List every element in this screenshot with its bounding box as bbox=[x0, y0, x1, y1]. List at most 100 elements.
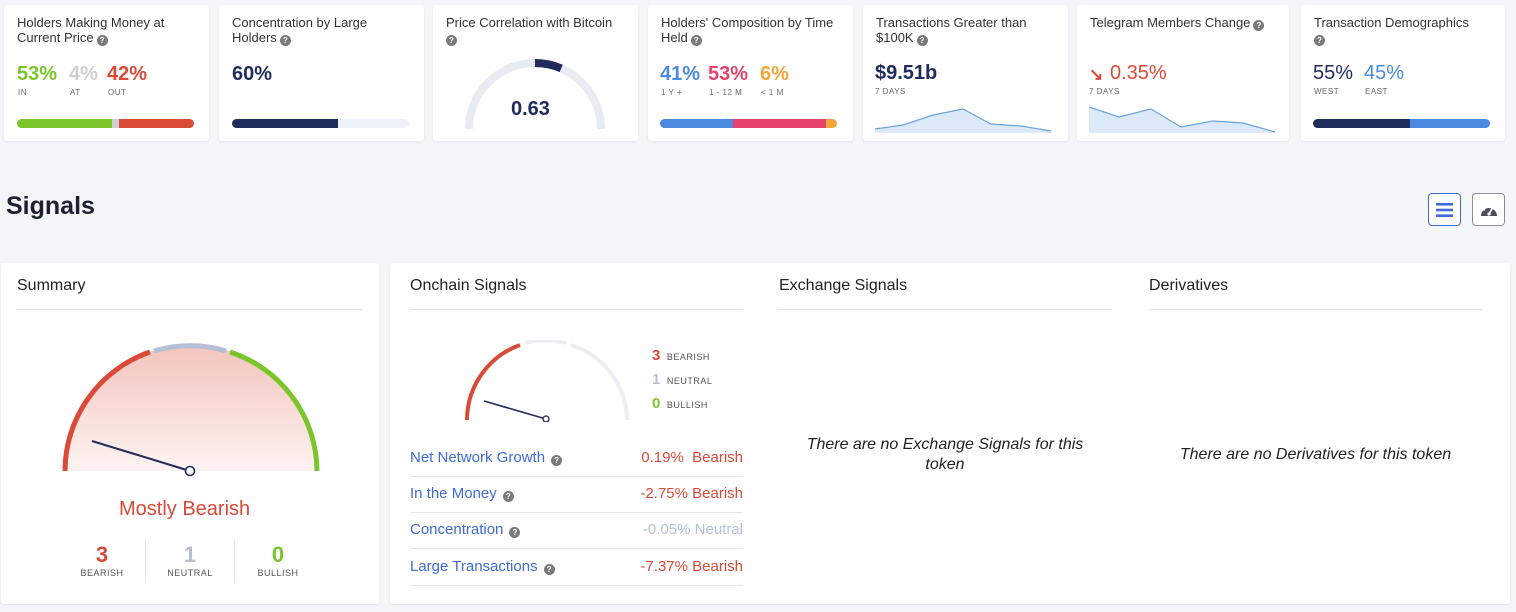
arrow-down-right-icon: ↘ bbox=[1089, 65, 1104, 84]
help-icon[interactable]: ? bbox=[916, 35, 928, 46]
in-at-out-bar bbox=[17, 119, 194, 128]
gauge-icon bbox=[1480, 205, 1497, 216]
in-percent: 53% bbox=[17, 63, 58, 85]
mid-term-percent: 53% bbox=[708, 63, 749, 85]
derivatives-title: Derivatives bbox=[1149, 277, 1229, 294]
list-view-button[interactable] bbox=[1428, 193, 1461, 226]
in-segment bbox=[17, 119, 112, 128]
out-segment bbox=[118, 119, 194, 128]
help-icon[interactable]: ? bbox=[509, 527, 521, 538]
signal-value: -7.37% bbox=[640, 558, 688, 575]
summary-bullish-count: 0 BULLISH bbox=[257, 542, 299, 578]
short-term-segment bbox=[826, 119, 837, 128]
at-segment bbox=[111, 119, 119, 128]
summary-verdict: Mostly Bearish bbox=[119, 498, 251, 520]
east-percent: 45% bbox=[1364, 62, 1405, 84]
help-icon[interactable]: ? bbox=[446, 35, 457, 46]
card-title: Holders' Composition by Time Held bbox=[661, 15, 834, 45]
signal-verdict: Bearish bbox=[692, 449, 743, 466]
short-term-percent: 6% bbox=[760, 63, 789, 85]
help-icon[interactable]: ? bbox=[690, 35, 702, 46]
help-icon[interactable]: ? bbox=[1253, 20, 1265, 31]
west-label: WEST bbox=[1314, 87, 1340, 96]
west-east-bar bbox=[1313, 119, 1490, 128]
card-title: Holders Making Money at Current Price bbox=[17, 15, 165, 45]
card-title: Concentration by Large Holders bbox=[232, 15, 368, 45]
signal-name[interactable]: Net Network Growth bbox=[410, 449, 546, 466]
summary-gauge bbox=[62, 343, 320, 477]
onchain-neutral-legend: 1 NEUTRAL bbox=[652, 371, 713, 388]
card-telegram-members: Telegram Members Change? ↘ 0.35% 7 DAYS bbox=[1077, 5, 1289, 141]
card-transaction-demographics: Transaction Demographics? 55% 45% WEST E… bbox=[1301, 5, 1505, 141]
correlation-gauge bbox=[465, 58, 605, 130]
exchange-signals-title: Exchange Signals bbox=[779, 277, 908, 294]
onchain-bearish-legend: 3 BEARISH bbox=[652, 347, 710, 364]
gauge-view-button[interactable] bbox=[1472, 193, 1505, 226]
list-icon bbox=[1436, 202, 1453, 217]
card-title: Telegram Members Change bbox=[1090, 15, 1251, 30]
card-holders-making-money: Holders Making Money at Current Price? 5… bbox=[4, 5, 209, 141]
signals-heading: Signals bbox=[6, 192, 95, 220]
signal-value: -0.05% bbox=[642, 521, 691, 538]
signal-name[interactable]: Large Transactions bbox=[410, 558, 538, 575]
signal-verdict: Bearish bbox=[692, 558, 743, 575]
concentration-fill bbox=[232, 119, 339, 128]
transactions-period: 7 DAYS bbox=[875, 87, 906, 96]
signal-name[interactable]: Concentration bbox=[410, 521, 504, 538]
in-label: IN bbox=[18, 88, 27, 97]
long-term-segment bbox=[660, 119, 733, 128]
signal-row[interactable]: In the Money? -2.75% Bearish bbox=[410, 477, 743, 513]
card-title: Transactions Greater than $100K bbox=[876, 15, 1027, 45]
signal-value: 0.19% bbox=[641, 449, 684, 466]
east-label: EAST bbox=[1365, 87, 1388, 96]
help-icon[interactable]: ? bbox=[502, 491, 514, 502]
help-icon[interactable]: ? bbox=[1314, 35, 1325, 46]
card-holders-composition: Holders' Composition by Time Held? 41% 5… bbox=[648, 5, 853, 141]
derivatives-empty-message: There are no Derivatives for this token bbox=[1179, 446, 1452, 463]
help-icon[interactable]: ? bbox=[543, 564, 555, 575]
signal-verdict: Neutral bbox=[694, 521, 743, 538]
long-term-label: 1 Y + bbox=[661, 88, 683, 97]
transactions-sparkline bbox=[875, 108, 1051, 133]
long-term-percent: 41% bbox=[660, 63, 701, 85]
divider bbox=[234, 540, 235, 582]
summary-bearish-count: 3 BEARISH bbox=[80, 542, 124, 578]
west-segment bbox=[1313, 119, 1411, 128]
concentration-bar bbox=[232, 119, 409, 128]
signal-value: -2.75% bbox=[640, 485, 688, 502]
telegram-change-value: 0.35% bbox=[1110, 62, 1167, 84]
signal-name[interactable]: In the Money bbox=[410, 485, 497, 502]
concentration-value: 60% bbox=[232, 63, 273, 85]
help-icon[interactable]: ? bbox=[279, 35, 291, 46]
at-label: AT bbox=[70, 88, 81, 97]
onchain-gauge bbox=[465, 340, 629, 422]
west-percent: 55% bbox=[1313, 62, 1354, 84]
telegram-period: 7 DAYS bbox=[1089, 87, 1120, 96]
help-icon[interactable]: ? bbox=[551, 455, 563, 466]
card-price-correlation: Price Correlation with Bitcoin? 0.63 bbox=[433, 5, 638, 141]
signal-row[interactable]: Net Network Growth? 0.19% Bearish bbox=[410, 441, 743, 477]
card-large-transactions: Transactions Greater than $100K? $9.51b … bbox=[863, 5, 1068, 141]
signals-detail-panel bbox=[390, 263, 1510, 604]
signal-verdict: Bearish bbox=[692, 485, 743, 502]
signal-row[interactable]: Concentration? -0.05% Neutral bbox=[410, 513, 743, 549]
mid-term-segment bbox=[732, 119, 827, 128]
help-icon[interactable]: ? bbox=[96, 35, 108, 46]
card-concentration: Concentration by Large Holders? 60% bbox=[219, 5, 424, 141]
mid-term-label: 1 - 12 M bbox=[709, 88, 743, 97]
transactions-value: $9.51b bbox=[875, 62, 938, 84]
card-title: Transaction Demographics bbox=[1314, 15, 1469, 30]
short-term-label: < 1 M bbox=[761, 88, 784, 97]
onchain-bullish-legend: 0 BULLISH bbox=[652, 395, 708, 412]
divider bbox=[1149, 309, 1482, 310]
out-percent: 42% bbox=[107, 63, 148, 85]
divider bbox=[145, 540, 146, 582]
composition-bar bbox=[660, 119, 837, 128]
exchange-empty-message: There are no Exchange Signals for this t… bbox=[806, 436, 1084, 473]
summary-title: Summary bbox=[17, 277, 86, 294]
signal-row[interactable]: Large Transactions? -7.37% Bearish bbox=[410, 550, 743, 586]
at-percent: 4% bbox=[69, 63, 98, 85]
east-segment bbox=[1410, 119, 1490, 128]
onchain-title: Onchain Signals bbox=[410, 277, 527, 294]
telegram-sparkline bbox=[1089, 106, 1275, 133]
